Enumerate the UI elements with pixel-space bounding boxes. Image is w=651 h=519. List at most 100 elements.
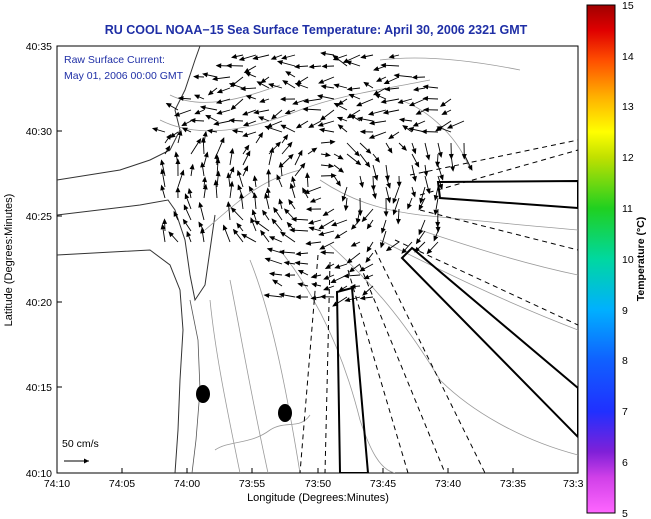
current-vector-head <box>346 258 353 264</box>
current-vector-head <box>264 125 271 131</box>
x-tick-label: 73:55 <box>239 478 265 490</box>
current-vector-head <box>413 86 419 92</box>
current-vector-head <box>361 216 368 223</box>
x-tick-label: 73:50 <box>305 478 331 490</box>
current-vectors <box>151 51 473 307</box>
current-vector-head <box>173 210 179 217</box>
current-vector-head <box>369 120 375 126</box>
current-vector-head <box>297 282 304 288</box>
current-vector-head <box>269 146 275 153</box>
colorbar-tick-label: 10 <box>622 254 634 266</box>
current-vector-head <box>374 156 380 163</box>
current-vector-head <box>245 94 252 100</box>
current-vector-head <box>408 126 414 132</box>
current-vector-head <box>207 89 214 96</box>
current-vector-head <box>362 290 368 296</box>
current-vector-head <box>305 172 311 178</box>
current-vector-head <box>307 219 315 225</box>
current-vector-head <box>275 141 281 148</box>
current-vector-head <box>309 198 316 203</box>
station-dot-1 <box>196 385 210 403</box>
x-axis-label: Longitude (Degrees:Minutes) <box>247 492 389 504</box>
current-vector-head <box>359 266 366 272</box>
current-vector-head <box>215 99 222 105</box>
current-vector-head <box>173 111 181 117</box>
current-vector-head <box>286 221 293 228</box>
colorbar-tick-label: 6 <box>622 457 628 469</box>
current-vector-head <box>323 275 330 280</box>
current-vector-head <box>276 60 284 65</box>
current-vector-head <box>411 74 418 80</box>
current-vector-head <box>433 194 439 201</box>
current-vector-head <box>264 257 271 263</box>
current-vector-head <box>281 54 288 60</box>
current-vector-head <box>332 54 339 61</box>
current-vector-head <box>165 145 171 152</box>
y-tick-label: 40:25 <box>26 211 52 223</box>
current-vector-head <box>412 121 419 127</box>
current-vector-head <box>253 109 260 115</box>
current-vector-head <box>299 162 306 169</box>
current-vector-head <box>288 198 294 205</box>
y-tick-label: 40:30 <box>26 126 52 138</box>
current-vector-head <box>366 223 372 230</box>
current-vector-head <box>283 260 290 266</box>
current-vector-head <box>230 104 237 111</box>
current-vector-head <box>241 233 248 239</box>
current-vector-head <box>345 60 352 66</box>
current-vector-head <box>242 110 249 116</box>
current-vector-head <box>422 96 429 102</box>
x-tick-label: 73:40 <box>435 478 461 490</box>
current-vector-head <box>433 209 439 216</box>
current-vector-head <box>271 113 277 120</box>
current-vector-head <box>282 80 289 86</box>
current-vector-head <box>216 110 223 115</box>
current-vector-head <box>213 120 220 126</box>
current-vector-head <box>386 182 391 189</box>
current-vector-head <box>365 148 372 154</box>
current-vector-head <box>368 134 375 139</box>
current-vector-head <box>257 116 265 121</box>
current-vector-head <box>202 130 208 137</box>
current-vector-head <box>302 106 308 112</box>
current-vector-head <box>244 72 251 77</box>
current-vector-head <box>348 266 355 273</box>
current-vector-head <box>349 114 356 120</box>
current-vector-head <box>365 256 371 263</box>
colorbar-ticks: 15 14 13 12 11 10 9 8 7 6 5 <box>622 0 634 519</box>
current-vector-head <box>337 100 344 106</box>
current-vector-head <box>193 74 199 80</box>
current-vector-head <box>179 169 185 176</box>
current-vector-head <box>388 53 395 59</box>
current-vector-head <box>200 161 206 168</box>
current-vector-head <box>346 86 353 92</box>
current-vector-head <box>418 204 424 211</box>
current-vector-head <box>256 81 263 87</box>
current-vector-head <box>435 226 441 233</box>
current-vector-head <box>441 110 448 115</box>
current-vector-head <box>160 159 165 166</box>
current-vector-head <box>229 147 235 154</box>
y-tick-label: 40:35 <box>26 41 52 53</box>
current-vector-head <box>350 224 357 230</box>
current-vector-head <box>289 227 295 233</box>
current-vector-head <box>189 118 196 124</box>
current-vector-head <box>306 206 312 212</box>
current-vector-head <box>258 131 264 138</box>
current-vector-head <box>215 170 221 177</box>
current-vector-head <box>297 269 304 275</box>
current-vector-head <box>216 88 223 94</box>
current-vector-head <box>335 180 341 187</box>
chart-title: RU COOL NOAA−15 Sea Surface Temperature:… <box>105 23 528 37</box>
current-vector-head <box>302 187 308 194</box>
y-tick-label: 40:15 <box>26 382 52 394</box>
current-vector-head <box>200 227 206 234</box>
current-vector-head <box>386 197 392 204</box>
current-vector-head <box>183 204 189 211</box>
current-vector-head <box>415 109 422 115</box>
current-vector-head <box>295 123 302 129</box>
current-vector-head <box>215 63 222 69</box>
current-vector-head <box>356 116 363 122</box>
current-vector-head <box>169 132 176 138</box>
